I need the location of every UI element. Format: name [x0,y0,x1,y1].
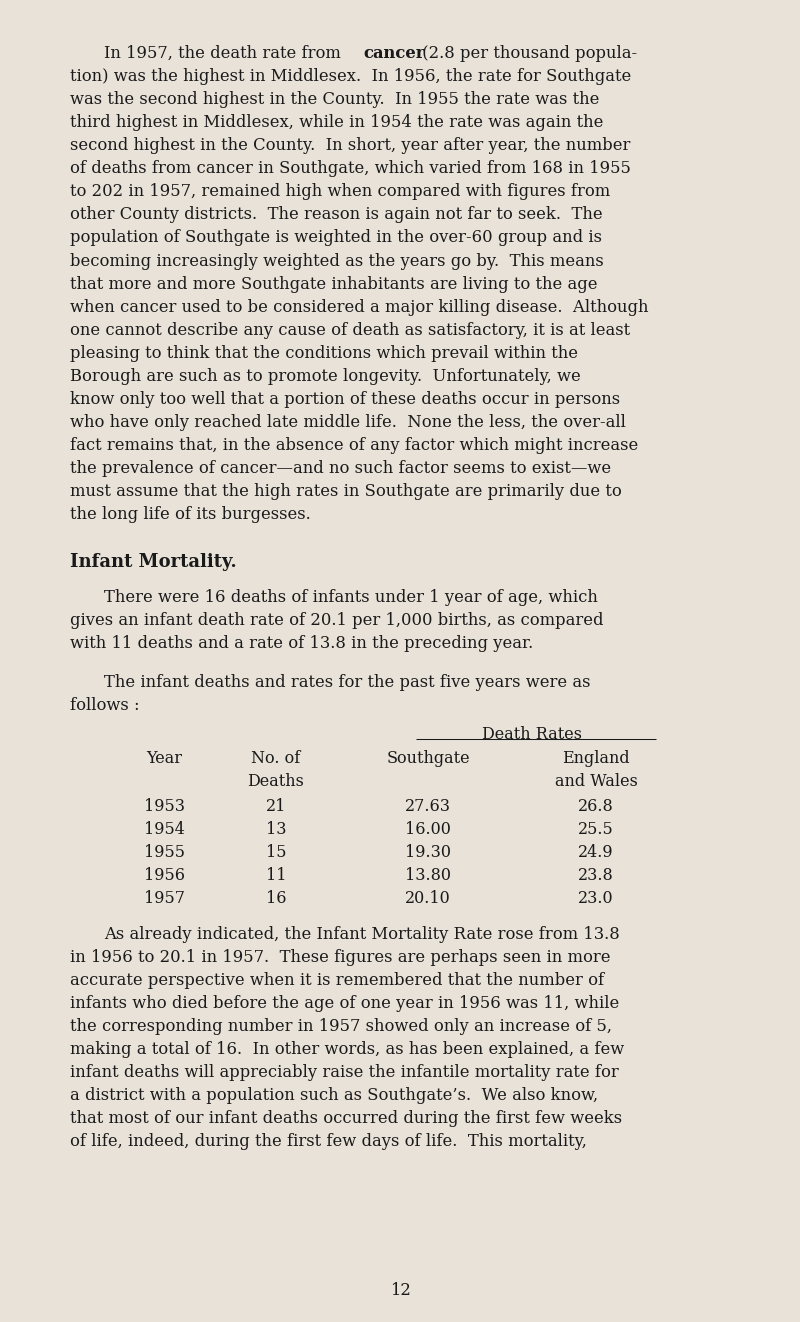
Text: that more and more Southgate inhabitants are living to the age: that more and more Southgate inhabitants… [70,275,598,292]
Text: fact remains that, in the absence of any factor which might increase: fact remains that, in the absence of any… [70,438,638,455]
Text: gives an infant death rate of 20.1 per 1,000 births, as compared: gives an infant death rate of 20.1 per 1… [70,612,604,629]
Text: Infant Mortality.: Infant Mortality. [70,553,237,571]
Text: a district with a population such as Southgate’s.  We also know,: a district with a population such as Sou… [70,1087,598,1104]
Text: who have only reached late middle life.  None the less, the over-all: who have only reached late middle life. … [70,414,626,431]
Text: Southgate: Southgate [386,751,470,767]
Text: No. of: No. of [251,751,301,767]
Text: the long life of its burgesses.: the long life of its burgesses. [70,506,311,524]
Text: follows :: follows : [70,697,140,714]
Text: 21: 21 [266,797,286,814]
Text: 12: 12 [390,1282,410,1300]
Text: third highest in Middlesex, while in 1954 the rate was again the: third highest in Middlesex, while in 195… [70,114,604,131]
Text: other County districts.  The reason is again not far to seek.  The: other County districts. The reason is ag… [70,206,603,223]
Text: Year: Year [146,751,182,767]
Text: (2.8 per thousand popula-: (2.8 per thousand popula- [417,45,637,62]
Text: when cancer used to be considered a major killing disease.  Although: when cancer used to be considered a majo… [70,299,649,316]
Text: 15: 15 [266,843,286,861]
Text: must assume that the high rates in Southgate are primarily due to: must assume that the high rates in South… [70,484,622,500]
Text: of deaths from cancer in Southgate, which varied from 168 in 1955: of deaths from cancer in Southgate, whic… [70,160,631,177]
Text: 1956: 1956 [143,867,185,884]
Text: tion) was the highest in Middlesex.  In 1956, the rate for Southgate: tion) was the highest in Middlesex. In 1… [70,67,632,85]
Text: Deaths: Deaths [247,773,305,791]
Text: 1957: 1957 [143,890,185,907]
Text: As already indicated, the Infant Mortality Rate rose from 13.8: As already indicated, the Infant Mortali… [104,925,620,943]
Text: and Wales: and Wales [554,773,638,791]
Text: 1955: 1955 [143,843,185,861]
Text: infant deaths will appreciably raise the infantile mortality rate for: infant deaths will appreciably raise the… [70,1064,619,1081]
Text: There were 16 deaths of infants under 1 year of age, which: There were 16 deaths of infants under 1 … [104,588,598,605]
Text: the corresponding number in 1957 showed only an increase of 5,: the corresponding number in 1957 showed … [70,1018,613,1035]
Text: The infant deaths and rates for the past five years were as: The infant deaths and rates for the past… [104,674,590,690]
Text: 27.63: 27.63 [405,797,451,814]
Text: 23.0: 23.0 [578,890,614,907]
Text: of life, indeed, during the first few days of life.  This mortality,: of life, indeed, during the first few da… [70,1133,587,1150]
Text: 26.8: 26.8 [578,797,614,814]
Text: cancer: cancer [363,45,425,62]
Text: becoming increasingly weighted as the years go by.  This means: becoming increasingly weighted as the ye… [70,253,604,270]
Text: 16.00: 16.00 [405,821,451,838]
Text: making a total of 16.  In other words, as has been explained, a few: making a total of 16. In other words, as… [70,1042,625,1058]
Text: England: England [562,751,630,767]
Text: 16: 16 [266,890,286,907]
Text: Death Rates: Death Rates [482,726,582,743]
Text: pleasing to think that the conditions which prevail within the: pleasing to think that the conditions wh… [70,345,578,362]
Text: 13: 13 [266,821,286,838]
Text: 11: 11 [266,867,286,884]
Text: Borough are such as to promote longevity.  Unfortunately, we: Borough are such as to promote longevity… [70,368,581,385]
Text: 23.8: 23.8 [578,867,614,884]
Text: 20.10: 20.10 [405,890,451,907]
Text: that most of our infant deaths occurred during the first few weeks: that most of our infant deaths occurred … [70,1110,622,1128]
Text: In 1957, the death rate from: In 1957, the death rate from [104,45,346,62]
Text: second highest in the County.  In short, year after year, the number: second highest in the County. In short, … [70,137,630,155]
Text: in 1956 to 20.1 in 1957.  These figures are perhaps seen in more: in 1956 to 20.1 in 1957. These figures a… [70,949,611,966]
Text: accurate perspective when it is remembered that the number of: accurate perspective when it is remember… [70,972,605,989]
Text: 19.30: 19.30 [405,843,451,861]
Text: one cannot describe any cause of death as satisfactory, it is at least: one cannot describe any cause of death a… [70,321,630,338]
Text: 13.80: 13.80 [405,867,451,884]
Text: 1953: 1953 [143,797,185,814]
Text: infants who died before the age of one year in 1956 was 11, while: infants who died before the age of one y… [70,995,620,1011]
Text: 24.9: 24.9 [578,843,614,861]
Text: with 11 deaths and a rate of 13.8 in the preceding year.: with 11 deaths and a rate of 13.8 in the… [70,635,534,652]
Text: 25.5: 25.5 [578,821,614,838]
Text: know only too well that a portion of these deaths occur in persons: know only too well that a portion of the… [70,391,621,408]
Text: was the second highest in the County.  In 1955 the rate was the: was the second highest in the County. In… [70,91,600,108]
Text: the prevalence of cancer—and no such factor seems to exist—we: the prevalence of cancer—and no such fac… [70,460,611,477]
Text: 1954: 1954 [143,821,185,838]
Text: to 202 in 1957, remained high when compared with figures from: to 202 in 1957, remained high when compa… [70,184,610,201]
Text: population of Southgate is weighted in the over-60 group and is: population of Southgate is weighted in t… [70,230,602,246]
